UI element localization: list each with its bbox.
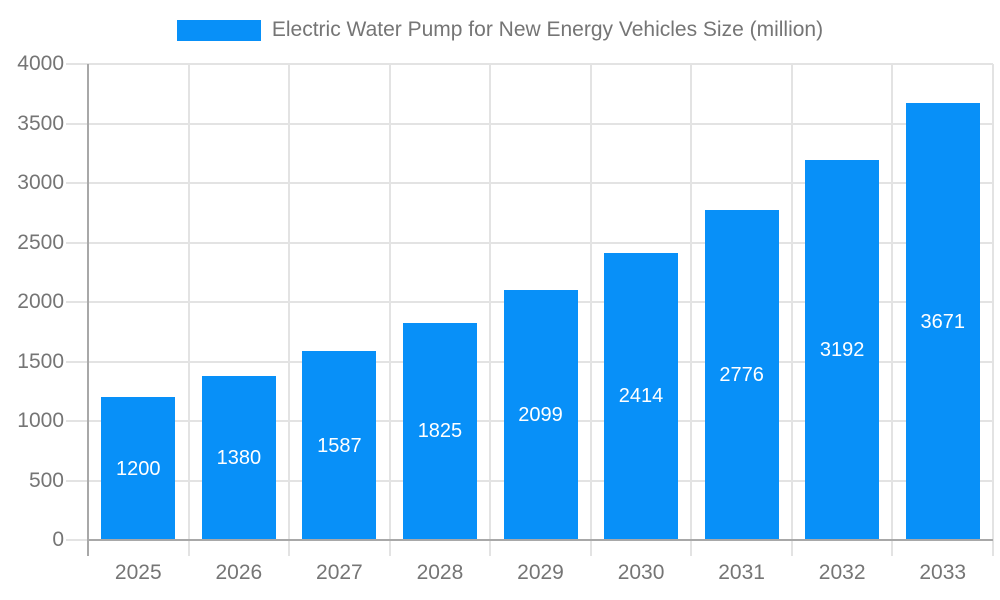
bar-value-label: 3192 (819, 339, 865, 362)
y-axis-tick-label: 2000 (17, 290, 64, 313)
bar-2033 (905, 103, 980, 540)
bar-value-label: 1200 (116, 457, 161, 480)
x-axis-tick (388, 540, 391, 556)
y-axis-tick (66, 241, 88, 244)
y-axis-tick (66, 182, 88, 184)
y-gridline (88, 182, 993, 184)
y-gridline (88, 63, 993, 65)
y-axis-tick (66, 420, 88, 422)
bar-2027 (302, 351, 377, 540)
legend[interactable]: Electric Water Pump for New Energy Vehic… (0, 12, 1000, 48)
x-axis-tick (790, 540, 793, 556)
x-axis-tick (992, 540, 994, 556)
y-axis-tick (66, 539, 88, 541)
x-gridline (992, 64, 994, 540)
x-axis-tick-label: 2029 (517, 561, 564, 584)
bar-2030 (604, 252, 679, 540)
y-axis-tick-label: 3500 (17, 111, 64, 135)
y-axis-tick-label: 3000 (17, 171, 64, 194)
x-axis-tick-label: 2028 (416, 561, 464, 584)
x-axis-line (88, 539, 993, 541)
bar-2026 (201, 375, 276, 540)
y-axis-tick-label: 1000 (17, 409, 64, 432)
bar-2031 (704, 209, 779, 540)
y-axis-tick (66, 122, 88, 125)
bar-2032 (805, 160, 880, 540)
bar-value-label: 1587 (317, 434, 362, 457)
bar-2028 (402, 322, 477, 540)
x-gridline (790, 64, 793, 540)
y-axis-tick (66, 63, 88, 65)
y-axis-tick (66, 479, 88, 482)
x-axis-tick (187, 540, 190, 556)
legend-color-swatch-icon (176, 19, 261, 41)
x-axis-tick-label: 2030 (617, 561, 665, 584)
legend-label: Electric Water Pump for New Energy Vehic… (271, 18, 824, 41)
y-gridline (88, 122, 993, 125)
x-axis-tick (690, 540, 693, 556)
y-axis-line (87, 64, 89, 556)
y-axis-tick-label: 500 (28, 468, 64, 492)
x-gridline (388, 64, 391, 540)
bar-value-label: 1825 (417, 420, 463, 443)
y-axis-tick-label: 4000 (17, 52, 64, 75)
x-gridline (690, 64, 693, 540)
x-gridline (489, 64, 492, 540)
y-axis-tick (66, 301, 88, 303)
x-axis-tick-label: 2031 (718, 561, 765, 584)
bar-2029 (503, 290, 578, 540)
x-axis-tick-label: 2025 (114, 561, 162, 584)
x-gridline (589, 64, 592, 540)
y-gridline (88, 241, 993, 244)
y-axis-tick-label: 1500 (17, 349, 64, 373)
y-axis-tick (66, 360, 88, 363)
x-gridline (288, 64, 291, 540)
bar-value-label: 1380 (216, 446, 262, 469)
bar-value-label: 2414 (618, 385, 664, 408)
x-axis-tick (891, 540, 894, 556)
y-axis-tick-label: 2500 (17, 230, 64, 254)
x-gridline (187, 64, 190, 540)
x-axis-tick-label: 2027 (316, 561, 363, 584)
x-gridline (891, 64, 894, 540)
x-axis-tick-label: 2026 (215, 561, 263, 584)
x-axis-tick (589, 540, 592, 556)
bar-value-label: 3671 (920, 310, 965, 333)
y-axis-tick-label: 0 (52, 528, 64, 551)
x-axis-tick (489, 540, 492, 556)
bar-value-label: 2099 (518, 404, 563, 427)
x-axis-tick (288, 540, 291, 556)
bar-2025 (101, 397, 176, 540)
bar-value-label: 2776 (719, 363, 764, 386)
x-axis-tick-label: 2032 (818, 561, 866, 584)
x-axis-tick-label: 2033 (919, 561, 967, 584)
